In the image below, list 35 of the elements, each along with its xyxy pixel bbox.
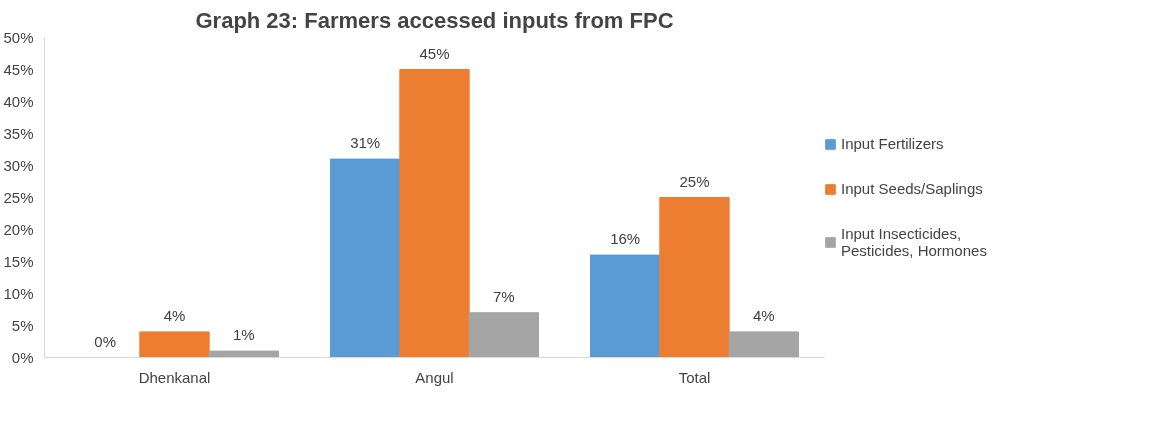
y-tick-label: 0% [11,349,34,366]
y-tick-label: 25% [3,189,34,206]
y-tick-label: 35% [3,125,34,142]
x-tick-label: Angul [415,368,454,386]
data-label: 7% [492,287,515,305]
data-label: 4% [752,306,775,324]
y-tick-label: 10% [3,285,34,302]
bar [728,331,799,358]
y-tick-label: 40% [3,93,34,110]
legend-label: Input Seeds/Saplings [841,180,983,197]
bar [139,331,210,358]
y-tick-label: 50% [3,29,34,46]
y-tick-label: 45% [3,61,34,78]
bar [468,312,539,358]
bar [399,69,470,358]
data-label: 25% [679,172,710,190]
y-tick-label: 30% [3,157,34,174]
data-label: 45% [419,44,450,62]
bar [208,350,279,358]
y-tick-label: 15% [3,253,34,270]
bar [659,197,730,358]
data-label: 16% [610,230,641,248]
x-tick-label: Dhenkanal [138,368,211,386]
bar [330,158,401,358]
legend-label: Input Insecticides, Pesticides, Hormones [841,225,987,259]
legend-label: Input Fertilizers [841,135,944,152]
data-label: 31% [350,134,381,152]
chart-title: Graph 23: Farmers accessed inputs from FPC [195,7,674,33]
y-tick-label: 20% [3,221,34,238]
data-label: 1% [232,326,255,344]
x-tick-label: Total [678,368,711,386]
y-tick-label: 5% [11,317,34,334]
data-label: 0% [94,332,117,350]
bar [590,254,661,358]
data-label: 4% [163,306,186,324]
